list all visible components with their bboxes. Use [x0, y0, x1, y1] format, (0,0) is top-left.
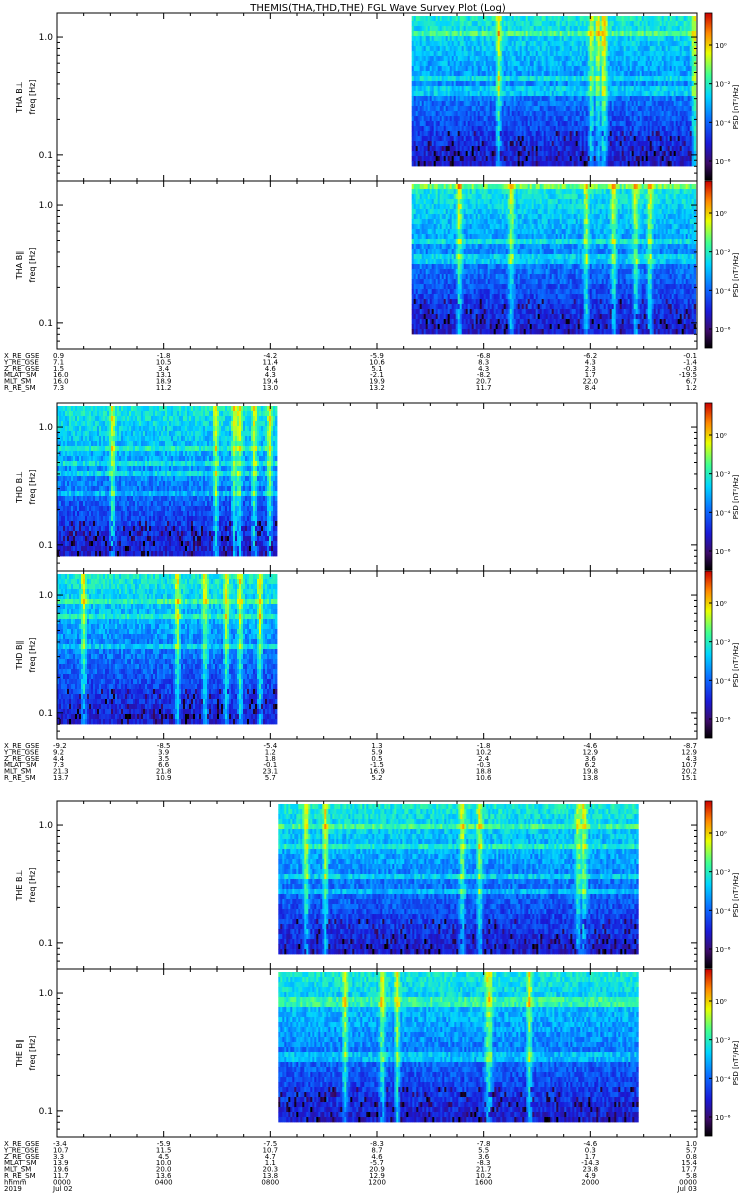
spectrogram-cells [412, 184, 696, 334]
y-tick-label: 0.1 [39, 151, 53, 161]
spectrogram-cell [694, 116, 696, 121]
spectrogram-cell [694, 76, 696, 81]
spectrogram-cell [694, 161, 696, 166]
spectrogram-cell [694, 71, 696, 76]
panel-tha-bpar: 0.11.0THA B∥ freq [Hz]10⁰10⁻²10⁻⁴10⁻⁶PSD … [15, 181, 740, 349]
figure-title: THEMIS(THA,THD,THE) FGL Wave Survey Plot… [249, 3, 506, 14]
spectrogram-cell [694, 136, 696, 141]
spectrogram-cell [694, 91, 696, 96]
y-tick-label: 1.0 [39, 33, 54, 43]
spectrogram-cell [694, 101, 696, 106]
panel-title: THA B⊥ [15, 81, 24, 113]
spectrogram-cell [694, 146, 696, 151]
colorbar [705, 13, 712, 180]
spectrogram-cell [694, 41, 696, 46]
spectrogram-cell [694, 151, 696, 156]
spectrogram-cell [694, 66, 696, 71]
spectrogram-cell [694, 26, 696, 31]
spectrogram-cell [694, 86, 696, 91]
colorbar-label: PSD [nT²/Hz] [732, 84, 740, 129]
spectrogram-cell [694, 121, 696, 126]
y-axis-label: freq [Hz] [28, 80, 37, 115]
spectrogram-cell [694, 16, 696, 21]
colorbar-tick-label: 10⁻⁴ [715, 119, 731, 127]
spectrogram-cell [694, 31, 696, 36]
panel-tha-bperp: 0.1 1.0 THA B⊥ freq [Hz] 10⁰ 10⁻² 10⁻⁴ 10⁻⁶ PSD … [15, 13, 740, 181]
spectrogram-cell [694, 106, 696, 111]
panels-layer: 0.1 1.0 THA B⊥ freq [Hz] 10⁰ 10⁻² 10⁻⁴ 10⁻⁶ PSD … [15, 13, 740, 1137]
spectrogram-cell [694, 131, 696, 136]
spectrogram-cell [694, 21, 696, 26]
colorbar-tick-label: 10⁰ [715, 42, 727, 50]
spectrogram-cell [694, 111, 696, 116]
spectrogram-cell [694, 61, 696, 66]
spectrogram-cell [694, 126, 696, 131]
spectrogram-cells [412, 16, 696, 166]
colorbar-tick-label: 10⁻² [715, 81, 731, 89]
colorbar-tick-label: 10⁻⁶ [715, 158, 731, 166]
spectrogram-cell [694, 141, 696, 146]
spectrogram-cell [694, 56, 696, 61]
